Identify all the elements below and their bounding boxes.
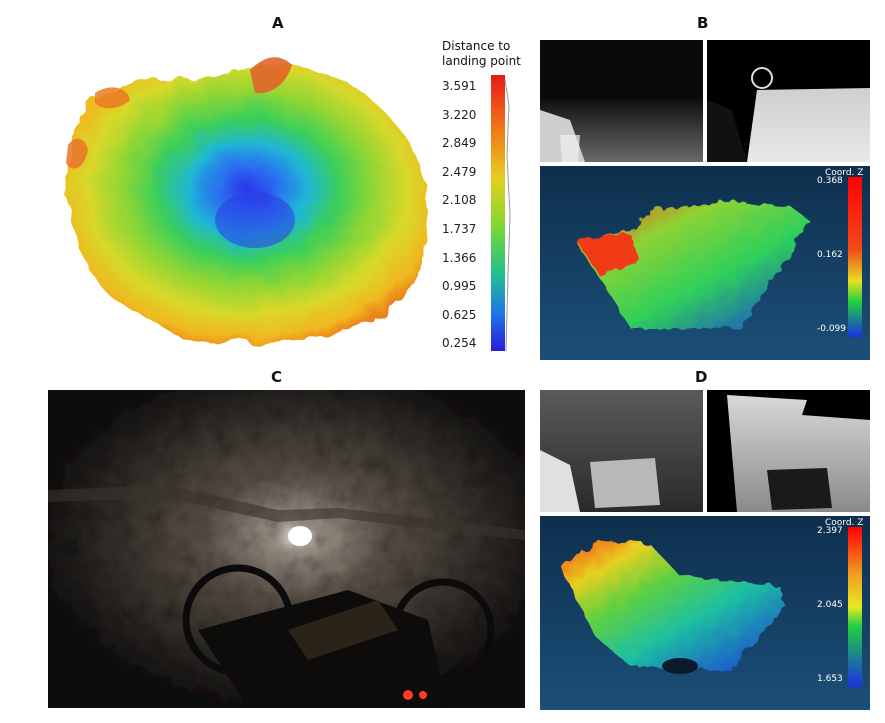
colorbar-b-tick-label: -0.099 <box>817 324 847 334</box>
depth-image-b-right <box>707 40 870 162</box>
colorbar-a-tick-label: 1.737 <box>442 222 477 236</box>
colorbar-d-tick-label: 1.653 <box>817 674 843 684</box>
colorbar-d-tick-label: 2.045 <box>817 600 843 610</box>
colorbar-a-tick-label: 0.625 <box>442 307 477 322</box>
colorbar-a-tick-label: 2.849 <box>442 136 477 151</box>
panel-label-a: A <box>272 14 284 32</box>
colorbar-a-tick-label: 2.108 <box>442 193 477 208</box>
camera-image-b-left <box>540 40 703 162</box>
terrain-heightmap-render <box>50 45 440 350</box>
colorbar-a-tick-label: 3.591 <box>442 79 477 93</box>
colorbar-title-d: Coord. Z <box>825 518 864 528</box>
depth-image-d-right <box>707 390 870 512</box>
colorbar-title-b: Coord. Z <box>825 168 864 178</box>
colorbar-a <box>491 75 511 351</box>
colorbar-a-tick-label: 2.479 <box>442 164 477 179</box>
colorbar-d-tick-label: 2.397 <box>817 526 843 536</box>
colorbar-d <box>848 527 862 687</box>
colorbar-a-tick-label: 0.995 <box>442 279 477 294</box>
colorbar-b <box>848 177 862 337</box>
panel-label-c: C <box>271 368 283 386</box>
point-cloud-b <box>540 166 870 360</box>
cave-photo-rover <box>48 390 525 708</box>
colorbar-a-tick-label: 0.254 <box>442 336 477 351</box>
colorbar-b-tick-label: 0.368 <box>817 176 843 186</box>
colorbar-a-tick-label: 1.366 <box>442 250 477 265</box>
colorbar-title-a-line2: landing point <box>442 54 521 68</box>
colorbar-title-a-line1: Distance to <box>442 39 511 53</box>
camera-image-d-left <box>540 390 703 512</box>
panel-label-b: B <box>697 14 709 32</box>
panel-label-d: D <box>695 368 708 386</box>
point-cloud-d <box>540 516 870 710</box>
colorbar-a-tick-label: 3.220 <box>442 107 477 122</box>
colorbar-b-tick-label: 0.162 <box>817 250 843 260</box>
